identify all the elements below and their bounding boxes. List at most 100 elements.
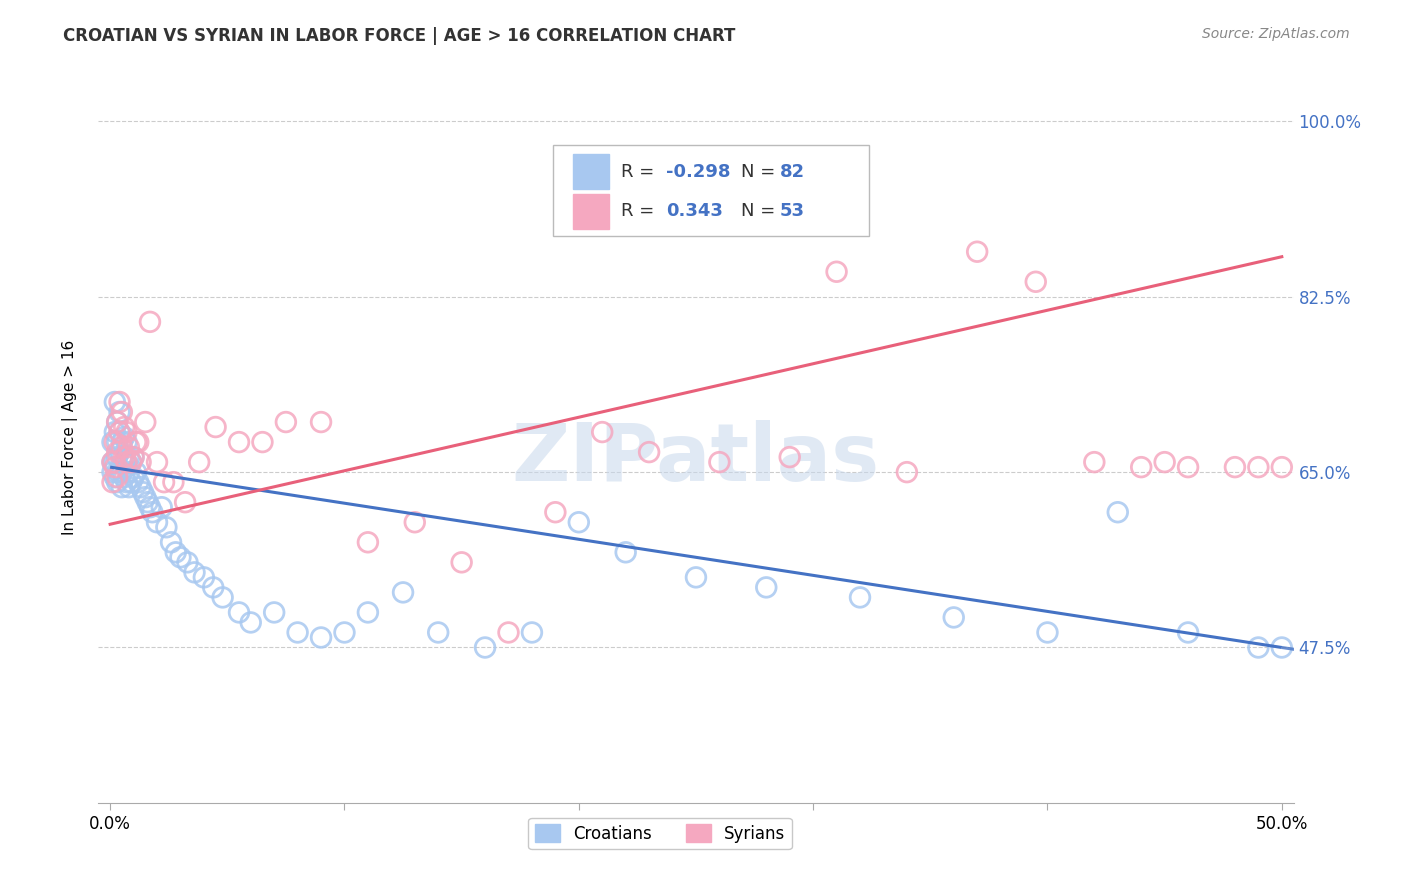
Point xyxy=(1177,625,1199,640)
Point xyxy=(122,450,145,464)
Point xyxy=(134,415,156,429)
Point xyxy=(755,580,778,594)
Point xyxy=(228,435,250,450)
Point xyxy=(427,625,450,640)
Point xyxy=(357,535,380,549)
Point xyxy=(849,591,872,605)
Point xyxy=(155,520,177,534)
Point xyxy=(211,591,233,605)
Point xyxy=(1025,275,1047,289)
Point xyxy=(614,545,637,559)
Point xyxy=(115,425,138,439)
Point xyxy=(129,455,152,469)
Text: N =: N = xyxy=(741,162,782,181)
Point xyxy=(115,475,138,490)
Point xyxy=(1036,625,1059,640)
Point xyxy=(105,450,128,464)
Point xyxy=(118,440,141,454)
Point xyxy=(1153,455,1175,469)
Point xyxy=(132,485,155,500)
Point xyxy=(115,455,138,469)
Point xyxy=(544,505,567,519)
Bar xyxy=(572,194,609,229)
Point xyxy=(101,455,124,469)
Text: 53: 53 xyxy=(780,202,804,220)
Point xyxy=(309,415,332,429)
Point xyxy=(127,435,149,450)
Point xyxy=(108,395,131,409)
Point xyxy=(274,415,297,429)
Point xyxy=(139,500,162,515)
Point xyxy=(825,265,848,279)
Point xyxy=(105,435,128,450)
Point xyxy=(709,455,731,469)
Text: R =: R = xyxy=(620,202,665,220)
Point xyxy=(404,515,426,529)
Point xyxy=(162,475,184,490)
Point xyxy=(120,475,142,490)
Point xyxy=(150,500,173,515)
Point xyxy=(104,425,127,439)
Point xyxy=(966,244,988,259)
Point xyxy=(1223,460,1246,475)
Point xyxy=(1247,640,1270,655)
Point xyxy=(252,435,274,450)
Point xyxy=(101,435,124,450)
Point xyxy=(104,455,127,469)
Point xyxy=(204,420,226,434)
Point xyxy=(104,395,127,409)
Point xyxy=(104,470,127,484)
Bar xyxy=(572,154,609,189)
Point xyxy=(1130,460,1153,475)
Point xyxy=(1271,460,1294,475)
Point xyxy=(1271,640,1294,655)
Point xyxy=(357,606,380,620)
Point xyxy=(169,550,191,565)
Point xyxy=(112,420,135,434)
Point xyxy=(111,405,134,419)
Point xyxy=(111,480,134,494)
Point xyxy=(105,415,128,429)
Point xyxy=(638,445,661,459)
Point xyxy=(174,495,197,509)
Legend: Croatians, Syrians: Croatians, Syrians xyxy=(529,818,792,849)
Point xyxy=(129,480,152,494)
Point xyxy=(139,315,162,329)
Text: 82: 82 xyxy=(780,162,804,181)
Point xyxy=(153,475,176,490)
Point xyxy=(108,425,131,439)
Y-axis label: In Labor Force | Age > 16: In Labor Force | Age > 16 xyxy=(62,340,77,534)
Point xyxy=(779,450,801,464)
Text: ZIPatlas: ZIPatlas xyxy=(512,420,880,498)
Point xyxy=(263,606,285,620)
Point xyxy=(105,445,128,459)
Point xyxy=(127,475,149,490)
Point xyxy=(118,465,141,479)
Point xyxy=(111,465,134,479)
Point xyxy=(115,435,138,450)
Point xyxy=(115,455,138,469)
Point xyxy=(333,625,356,640)
Point xyxy=(120,455,142,469)
Point xyxy=(120,455,142,469)
Point xyxy=(239,615,262,630)
Point xyxy=(112,450,135,464)
Point xyxy=(498,625,520,640)
Point xyxy=(108,465,131,479)
Point xyxy=(520,625,543,640)
Point xyxy=(685,570,707,584)
Text: -0.298: -0.298 xyxy=(666,162,731,181)
Point xyxy=(450,555,472,569)
Point xyxy=(104,435,127,450)
Point xyxy=(105,415,128,429)
Text: Source: ZipAtlas.com: Source: ZipAtlas.com xyxy=(1202,27,1350,41)
Point xyxy=(568,515,591,529)
Point xyxy=(112,455,135,469)
Text: R =: R = xyxy=(620,162,659,181)
Point xyxy=(591,425,613,439)
Point xyxy=(183,566,205,580)
Text: N =: N = xyxy=(741,202,782,220)
Point xyxy=(474,640,496,655)
Point xyxy=(134,490,156,504)
Point xyxy=(108,405,131,419)
